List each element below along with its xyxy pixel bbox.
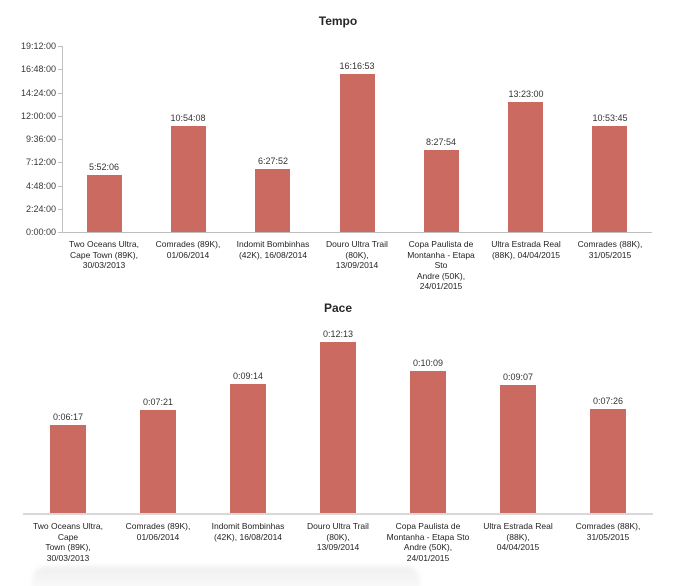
category-label: Indomit Bombinhas (42K), 16/08/2014 <box>211 521 285 542</box>
bar <box>50 425 86 513</box>
category-label: Comrades (88K), 31/05/2015 <box>575 521 641 542</box>
category-label: Douro Ultra Trail (80K), 13/09/2014 <box>307 521 369 552</box>
bar-value-label: 8:27:54 <box>425 137 457 147</box>
bar-value-label: 16:16:53 <box>339 61 375 71</box>
bar-value-label: 0:12:13 <box>322 329 354 339</box>
y-axis-line <box>62 46 63 233</box>
bar <box>171 126 206 232</box>
bar-value-label: 6:27:52 <box>257 156 289 166</box>
bar <box>500 385 536 513</box>
y-axis-tickmark <box>58 115 62 117</box>
bar-value-label: 0:06:17 <box>52 412 84 422</box>
y-axis-tick-label: 14:24:00 <box>20 87 56 98</box>
category-label: Ultra Estrada Real (88K), 04/04/2015 <box>483 521 553 552</box>
bar-value-label: 10:54:08 <box>170 113 206 123</box>
y-axis-tick-label: 16:48:00 <box>20 64 56 75</box>
bar-value-label: 5:52:06 <box>88 162 120 172</box>
bar <box>590 409 626 513</box>
y-axis-tickmark <box>58 139 62 140</box>
x-axis-line <box>62 232 652 233</box>
y-axis-tickmark <box>58 208 62 210</box>
pace-chart-title: Pace <box>323 301 353 315</box>
bar <box>140 410 176 513</box>
category-label: Comrades (89K), 01/06/2014 <box>155 239 221 260</box>
category-label: Two Oceans Ultra, Cape Town (89K), 30/03… <box>33 521 103 563</box>
category-label: Copa Paulista de Montanha - Etapa Sto An… <box>407 239 475 291</box>
bar-value-label: 0:10:09 <box>412 358 444 368</box>
category-label: Douro Ultra Trail (80K), 13/09/2014 <box>326 239 388 270</box>
bar <box>255 169 290 232</box>
tempo-chart-title: Tempo <box>318 14 358 28</box>
y-axis-tickmark <box>58 92 62 94</box>
bar <box>87 175 122 232</box>
category-label: Indomit Bombinhas (42K), 16/08/2014 <box>236 239 310 260</box>
y-axis-tick-label: 12:00:00 <box>20 110 56 121</box>
bar <box>410 371 446 513</box>
y-axis-tick-label: 0:00:00 <box>25 227 56 237</box>
bar <box>320 342 356 513</box>
bar <box>508 102 543 232</box>
bar-value-label: 0:07:26 <box>592 396 624 406</box>
y-axis-tick-label: 7:12:00 <box>25 157 56 168</box>
y-axis-tickmark <box>58 185 62 187</box>
category-label: Comrades (88K), 31/05/2015 <box>577 239 643 260</box>
y-axis-tickmark <box>58 232 62 233</box>
y-axis-tick-label: 19:12:00 <box>20 41 56 51</box>
y-axis-tick-label: 2:24:00 <box>25 203 56 214</box>
y-axis-tickmark <box>58 46 62 47</box>
bar-value-label: 0:09:14 <box>232 371 264 381</box>
bar <box>340 74 375 232</box>
y-axis-tick-label: 4:48:00 <box>25 180 56 191</box>
bar-value-label: 0:09:07 <box>502 372 534 382</box>
category-label: Ultra Estrada Real (88K), 04/04/2015 <box>491 239 561 260</box>
bar <box>424 150 459 232</box>
bar-value-label: 10:53:45 <box>592 113 628 123</box>
y-axis-tickmark <box>58 162 62 164</box>
y-axis-tick-label: 9:36:00 <box>25 134 56 144</box>
category-label: Comrades (89K), 01/06/2014 <box>125 521 191 542</box>
x-axis-line <box>23 513 653 515</box>
category-label: Two Oceans Ultra, Cape Town (89K), 30/03… <box>69 239 139 270</box>
category-label: Copa Paulista de Montanha - Etapa Sto An… <box>386 521 470 563</box>
bar-value-label: 0:07:21 <box>142 397 174 407</box>
bar <box>592 126 627 232</box>
background-window-top-edge <box>32 566 420 586</box>
bar <box>230 384 266 513</box>
tempo-chart: Tempo 0:00:00 2:24:00 4:48:00 7:12:00 9:36:0… <box>20 14 652 291</box>
y-axis-tickmark <box>58 69 62 71</box>
bar-value-label: 13:23:00 <box>508 89 544 99</box>
pace-chart: Pace 0:06:17 Two Oceans Ultra, Cape Town … <box>0 295 676 586</box>
